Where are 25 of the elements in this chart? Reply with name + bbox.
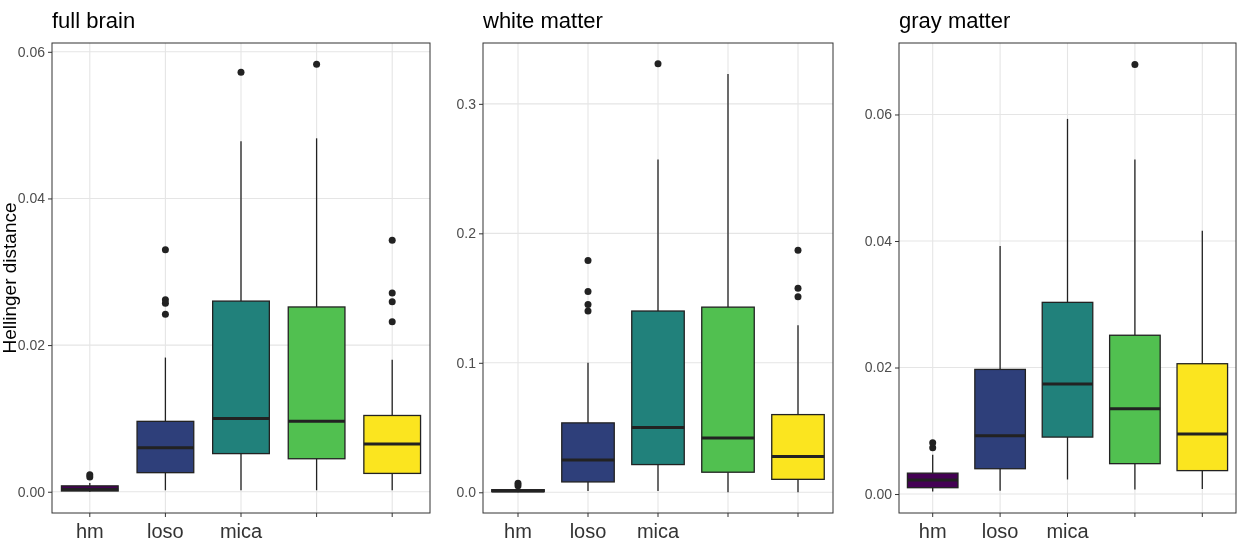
x-tick-label: hm [75,520,104,542]
y-tick-label: 0.00 [17,483,46,500]
y-axis-title: Hellinger distance [0,202,20,354]
chart-title: gray matter [899,8,1011,33]
y-tick-label: 0.2 [456,225,477,242]
y-tick-label: 0.1 [456,354,477,371]
x-tick-label: loso [147,520,184,542]
y-tick-label: 0.0 [456,484,477,501]
x-tick-label: loso [981,520,1019,542]
x-tick-label: hm [504,520,532,542]
y-tick-label: 0.06 [864,106,893,123]
x-tick-label: mica [219,520,263,542]
x-tick-label: loso [569,520,607,542]
y-tick-label: 0.02 [864,359,893,376]
chart-title: white matter [482,8,603,33]
y-tick-label: 0.00 [864,486,893,502]
y-tick-label: 0.04 [17,190,46,207]
y-tick-label: 0.04 [864,232,893,249]
x-tick-label: hm [918,520,947,542]
x-tick-label: mica [636,520,680,542]
y-tick-label: 0.06 [17,43,46,60]
y-tick-label: 0.3 [456,95,477,112]
chart-title: full brain [52,8,136,33]
x-tick-label: mica [1046,520,1090,542]
y-tick-label: 0.02 [17,337,46,354]
